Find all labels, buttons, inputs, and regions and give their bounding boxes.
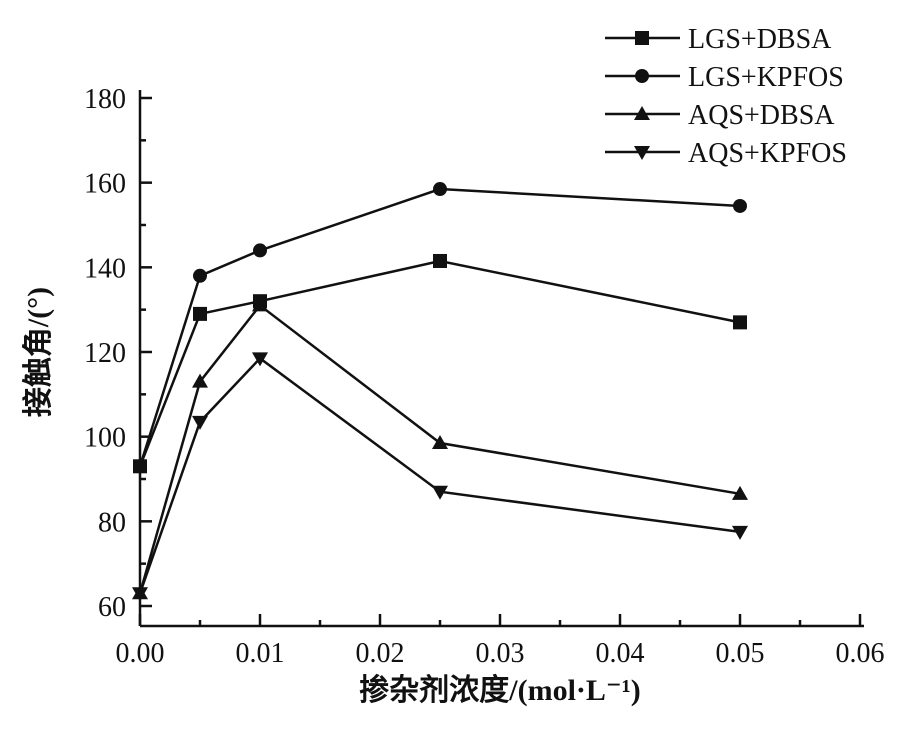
legend-label-lgs-dbsa: LGS+DBSA	[688, 24, 832, 55]
y-tick-label: 140	[84, 253, 126, 284]
series-line-lgs-kpfos	[138, 187, 741, 467]
y-tick-label: 120	[84, 338, 126, 369]
data-point-lgs-dbsa	[733, 315, 747, 330]
data-point-lgs-dbsa	[433, 253, 447, 268]
x-axis-label: 掺杂剂浓度/(mol·L⁻¹)	[359, 673, 640, 707]
data-point-aqs-kpfos	[732, 525, 748, 540]
y-tick-label: 160	[84, 169, 126, 200]
series-line-aqs-dbsa	[138, 303, 741, 594]
data-point-lgs-kpfos	[433, 182, 447, 197]
data-point-aqs-kpfos	[252, 352, 268, 367]
legend-label-aqs-kpfos: AQS+KPFOS	[688, 138, 847, 169]
x-tick-label: 0.04	[596, 638, 645, 669]
y-tick-label: 80	[98, 507, 126, 538]
x-tick-label: 0.06	[836, 638, 885, 669]
legend-marker-lgs-dbsa	[635, 31, 649, 45]
data-point-aqs-dbsa	[252, 297, 268, 312]
data-point-aqs-dbsa	[192, 373, 208, 388]
legend-label-aqs-dbsa: AQS+DBSA	[688, 100, 835, 131]
legend-marker-aqs-dbsa	[634, 106, 650, 120]
x-tick-label: 0.02	[356, 638, 405, 669]
legend-label-lgs-kpfos: LGS+KPFOS	[688, 62, 844, 93]
y-tick-label: 100	[84, 423, 126, 454]
data-point-lgs-kpfos	[133, 459, 147, 474]
data-point-lgs-kpfos	[253, 243, 267, 258]
data-point-aqs-dbsa	[732, 485, 748, 500]
legend-marker-lgs-kpfos	[635, 69, 649, 83]
series-line-aqs-kpfos	[138, 356, 741, 594]
data-point-lgs-kpfos	[193, 268, 207, 283]
data-point-lgs-kpfos	[733, 198, 747, 213]
y-axis-label: 接触角/(°)	[22, 287, 55, 417]
x-tick-label: 0.00	[116, 638, 165, 669]
x-tick-label: 0.03	[476, 638, 525, 669]
y-tick-label: 60	[98, 592, 126, 623]
data-point-aqs-kpfos	[432, 485, 448, 500]
x-tick-label: 0.05	[716, 638, 765, 669]
x-tick-label: 0.01	[236, 638, 285, 669]
y-tick-label: 180	[84, 84, 126, 115]
data-point-aqs-kpfos	[132, 587, 148, 602]
data-point-aqs-dbsa	[432, 435, 448, 450]
data-point-lgs-dbsa	[193, 306, 207, 321]
legend-marker-aqs-kpfos	[634, 146, 650, 160]
data-point-aqs-kpfos	[192, 415, 208, 430]
